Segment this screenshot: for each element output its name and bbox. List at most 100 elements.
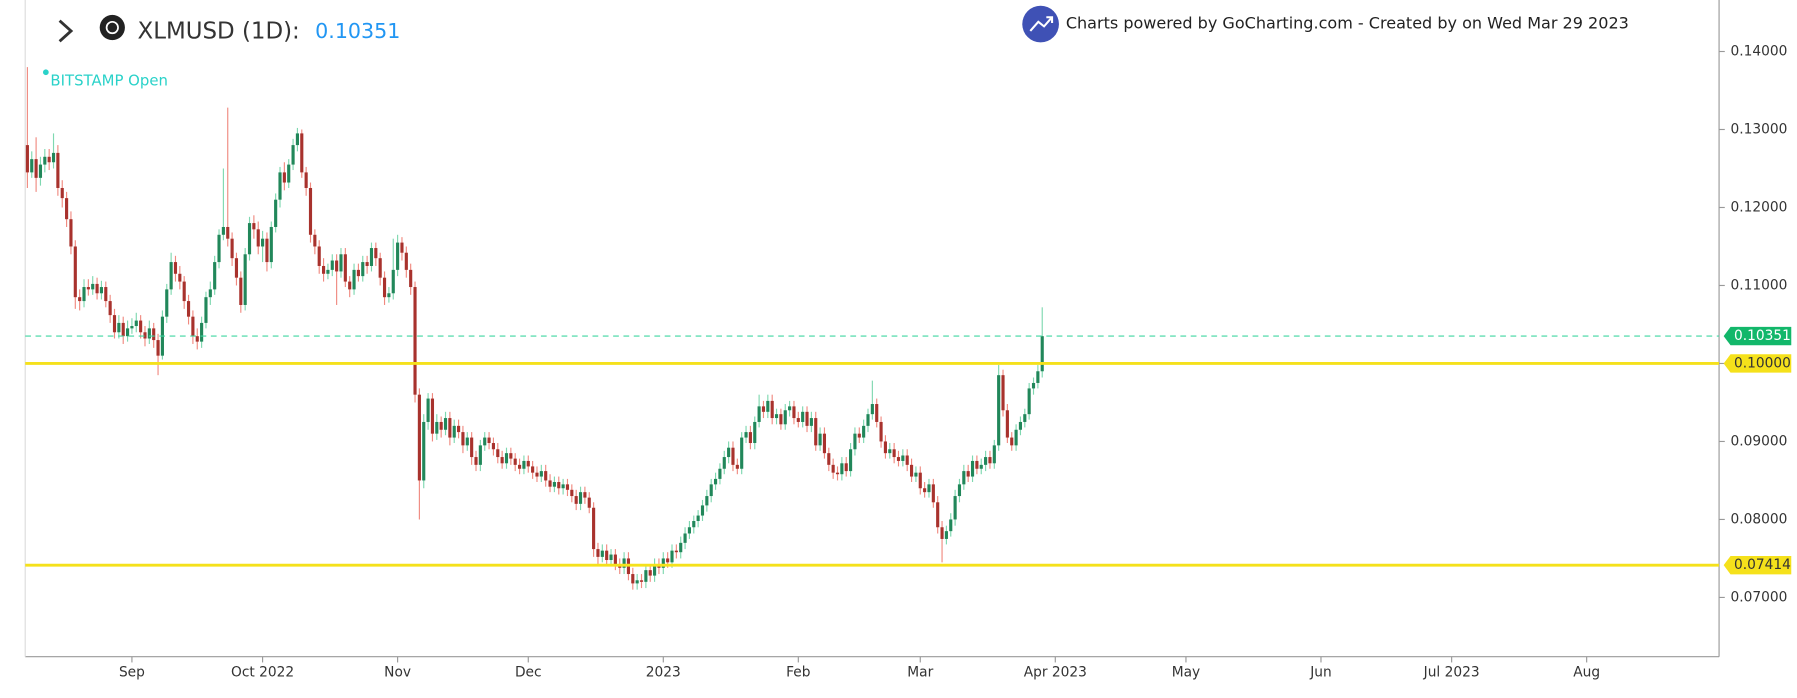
header-price: 0.10351 [315,19,400,43]
candle-body [700,505,705,516]
candle-body [975,460,979,469]
candle-body [195,336,199,342]
candle-body [949,519,953,532]
candle-body [352,269,356,290]
candle-body [531,466,535,473]
candle-body [744,432,748,438]
candle-body [343,254,347,282]
candle-body [413,287,417,395]
candle-body [391,269,395,294]
candle-body [282,172,286,183]
candle-body [740,437,744,469]
candle-body [69,219,73,247]
y-tick-label: 0.07000 [1731,589,1788,605]
candle-body [38,164,43,178]
candle-body [295,133,300,146]
candle-body [339,254,343,272]
candle-body [378,258,382,278]
collapse-chevron[interactable] [58,19,74,43]
candle-body [674,550,678,553]
candle-body [156,340,160,356]
candle-body [365,262,369,266]
candle-body [34,159,38,178]
candle-body [827,453,831,465]
candle-body [639,580,644,582]
candle-body [631,574,635,584]
candle-body [788,406,792,411]
candle-body [221,226,225,235]
candle-body [396,242,400,270]
symbol-icon [99,14,125,41]
candle-body [539,471,543,477]
x-tick-label: May [1172,665,1200,681]
candle-body [931,484,935,503]
candle-body [984,457,988,465]
x-tick-label: Jul 2023 [1423,665,1480,681]
candle-body [369,248,374,266]
candle-body [570,489,574,497]
candle-body [992,445,996,464]
candle-body [278,172,282,200]
candle-body [761,406,766,412]
candle-body [962,471,966,485]
y-tick-label: 0.13000 [1731,121,1788,137]
candle-body [504,453,509,464]
candle-body [574,496,578,504]
candle-body [544,471,548,481]
candle-body [443,418,448,430]
candle-body [722,457,726,469]
candle-body [65,198,69,220]
candle-body [387,293,391,298]
candle-body [526,460,530,467]
candle-body [234,258,239,278]
candle-body [835,472,840,475]
candle-body [452,425,456,438]
x-tick-label: Mar [907,665,933,681]
candle-body [766,400,770,412]
candle-body [186,301,191,317]
candle-body [705,496,709,506]
candle-body [308,187,313,235]
candle-body [940,527,944,539]
candle-body [474,457,478,465]
candle-body [256,229,260,247]
candle-body [73,246,77,298]
candle-body [1040,336,1044,372]
candle-body [139,320,143,333]
candle-body [774,414,779,419]
candle-body [404,252,408,270]
candle-body [483,437,487,446]
candle-body [165,289,169,317]
candle-body [95,283,99,294]
candle-body [731,447,735,465]
candle-body [944,531,948,539]
candle-body [814,418,818,446]
symbol-icon-ring [105,20,119,35]
candle-body [321,265,326,274]
gocharting-logo-arrow [1029,16,1054,32]
candle-body [356,269,360,277]
last-price-label: 0.10351 [1734,328,1791,344]
candle-body [374,248,378,259]
candle-body [757,406,761,422]
candle-body [1023,414,1027,422]
candle-body [670,550,674,563]
candle-body [287,164,291,183]
candle-body [104,287,108,302]
candle-body [927,484,931,493]
candle-body [870,404,874,415]
candle-body [605,550,609,561]
candle-body [866,414,870,426]
candle-body [936,502,940,528]
candle-body [661,558,665,568]
candle-body [86,287,90,290]
candle-body [439,421,443,430]
candle-body [43,156,47,165]
x-tick-label: Jun [1309,665,1331,681]
x-tick-label: Feb [786,665,810,681]
candle-body [809,418,813,426]
candle-body [478,445,482,465]
candle-body [361,262,365,277]
candle-body [208,289,212,298]
candle-body [770,400,774,419]
